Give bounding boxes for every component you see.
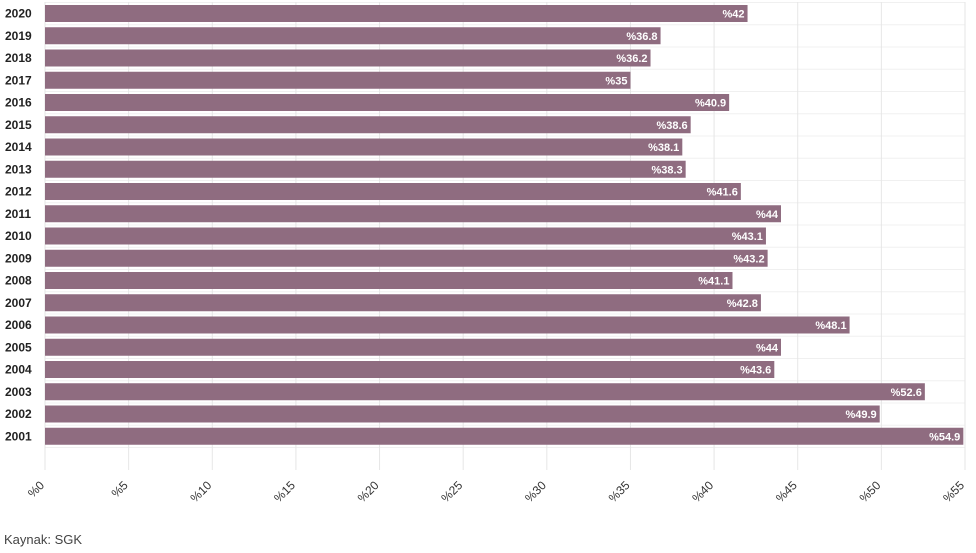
y-tick-label: 2005: [5, 340, 32, 354]
bar: [45, 160, 686, 178]
y-tick-label: 2004: [5, 363, 32, 377]
y-tick-label: 2016: [5, 96, 32, 110]
bar: [45, 205, 781, 223]
y-axis-labels: 2020 2019 2018 2017 2016 2015 2014 2013 2012 2011…: [5, 7, 32, 444]
bar-value-label: %49.9: [845, 409, 876, 421]
source-note: Kaynak: SGK: [4, 532, 83, 547]
y-tick-label: 2009: [5, 251, 32, 265]
y-tick-label: 2010: [5, 229, 32, 243]
x-tick-label: %0: [25, 478, 47, 500]
bar: [45, 116, 691, 134]
x-tick-label: %15: [271, 478, 298, 505]
bar-value-label: %42: [723, 9, 745, 21]
y-tick-label: 2015: [5, 118, 32, 132]
bar: [45, 5, 748, 22]
y-tick-label: 2007: [5, 296, 32, 310]
x-tick-label: %25: [438, 478, 465, 505]
bar-value-label: %36.2: [616, 53, 647, 65]
bar-value-label: %41.1: [698, 276, 729, 288]
bars-layer: %42 %36.8 %36.2 %35 %40.9 %38.6 %38.1 %38.3 %41.…: [45, 5, 964, 445]
bar-value-label: %38.3: [651, 164, 682, 176]
bar-value-label: %40.9: [695, 98, 726, 110]
bar-value-label: %41.6: [707, 187, 738, 199]
x-tick-label: %55: [940, 478, 967, 505]
y-tick-label: 2020: [5, 7, 32, 21]
y-tick-label: 2017: [5, 73, 32, 87]
bar: [45, 71, 631, 89]
bar: [45, 316, 850, 334]
bar: [45, 405, 880, 423]
bar-value-label: %35: [605, 75, 627, 87]
bar: [45, 338, 781, 356]
bar-value-label: %44: [756, 342, 779, 354]
y-tick-label: 2019: [5, 29, 32, 43]
y-tick-label: 2013: [5, 162, 32, 176]
y-tick-label: 2002: [5, 407, 32, 421]
bar-value-label: %43.2: [733, 253, 764, 265]
y-tick-label: 2003: [5, 385, 32, 399]
bar: [45, 227, 766, 245]
bar: [45, 383, 925, 401]
bar: [45, 272, 733, 289]
bar-value-label: %36.8: [626, 31, 657, 43]
bar-value-label: %52.6: [891, 387, 922, 399]
x-tick-label: %45: [773, 478, 800, 505]
bar: [45, 427, 964, 445]
bar: [45, 249, 768, 267]
bar-value-label: %48.1: [815, 320, 846, 332]
x-tick-label: %35: [606, 478, 633, 505]
bar-value-label: %38.1: [648, 142, 679, 154]
y-tick-label: 2014: [5, 140, 32, 154]
x-tick-label: %20: [355, 478, 382, 505]
bar: [45, 294, 761, 312]
y-tick-label: 2018: [5, 51, 32, 65]
x-tick-label: %30: [522, 478, 549, 505]
y-tick-label: 2012: [5, 185, 32, 199]
bar: [45, 49, 651, 67]
y-tick-label: 2001: [5, 429, 32, 443]
x-tick-label: %40: [689, 478, 716, 505]
x-tick-label: %50: [857, 478, 884, 505]
x-tick-label: %5: [109, 478, 131, 500]
bar-value-label: %42.8: [727, 298, 758, 310]
y-tick-label: 2008: [5, 274, 32, 288]
bar: [45, 94, 730, 111]
x-axis-labels: %0 %5 %10 %15 %20 %25 %30 %35 %40 %45 %50 %55: [25, 478, 967, 505]
x-tick-label: %10: [188, 478, 215, 505]
y-tick-label: 2011: [5, 207, 31, 221]
bar: [45, 183, 741, 200]
bar-value-label: %43.6: [740, 365, 771, 377]
bar-value-label: %54.9: [929, 431, 960, 443]
bar-value-label: %43.1: [732, 231, 763, 243]
bar-value-label: %44: [756, 209, 779, 221]
bar: [45, 138, 683, 156]
bar: [45, 361, 775, 378]
bar-value-label: %38.6: [656, 120, 687, 132]
y-tick-label: 2006: [5, 318, 32, 332]
bar: [45, 27, 661, 45]
